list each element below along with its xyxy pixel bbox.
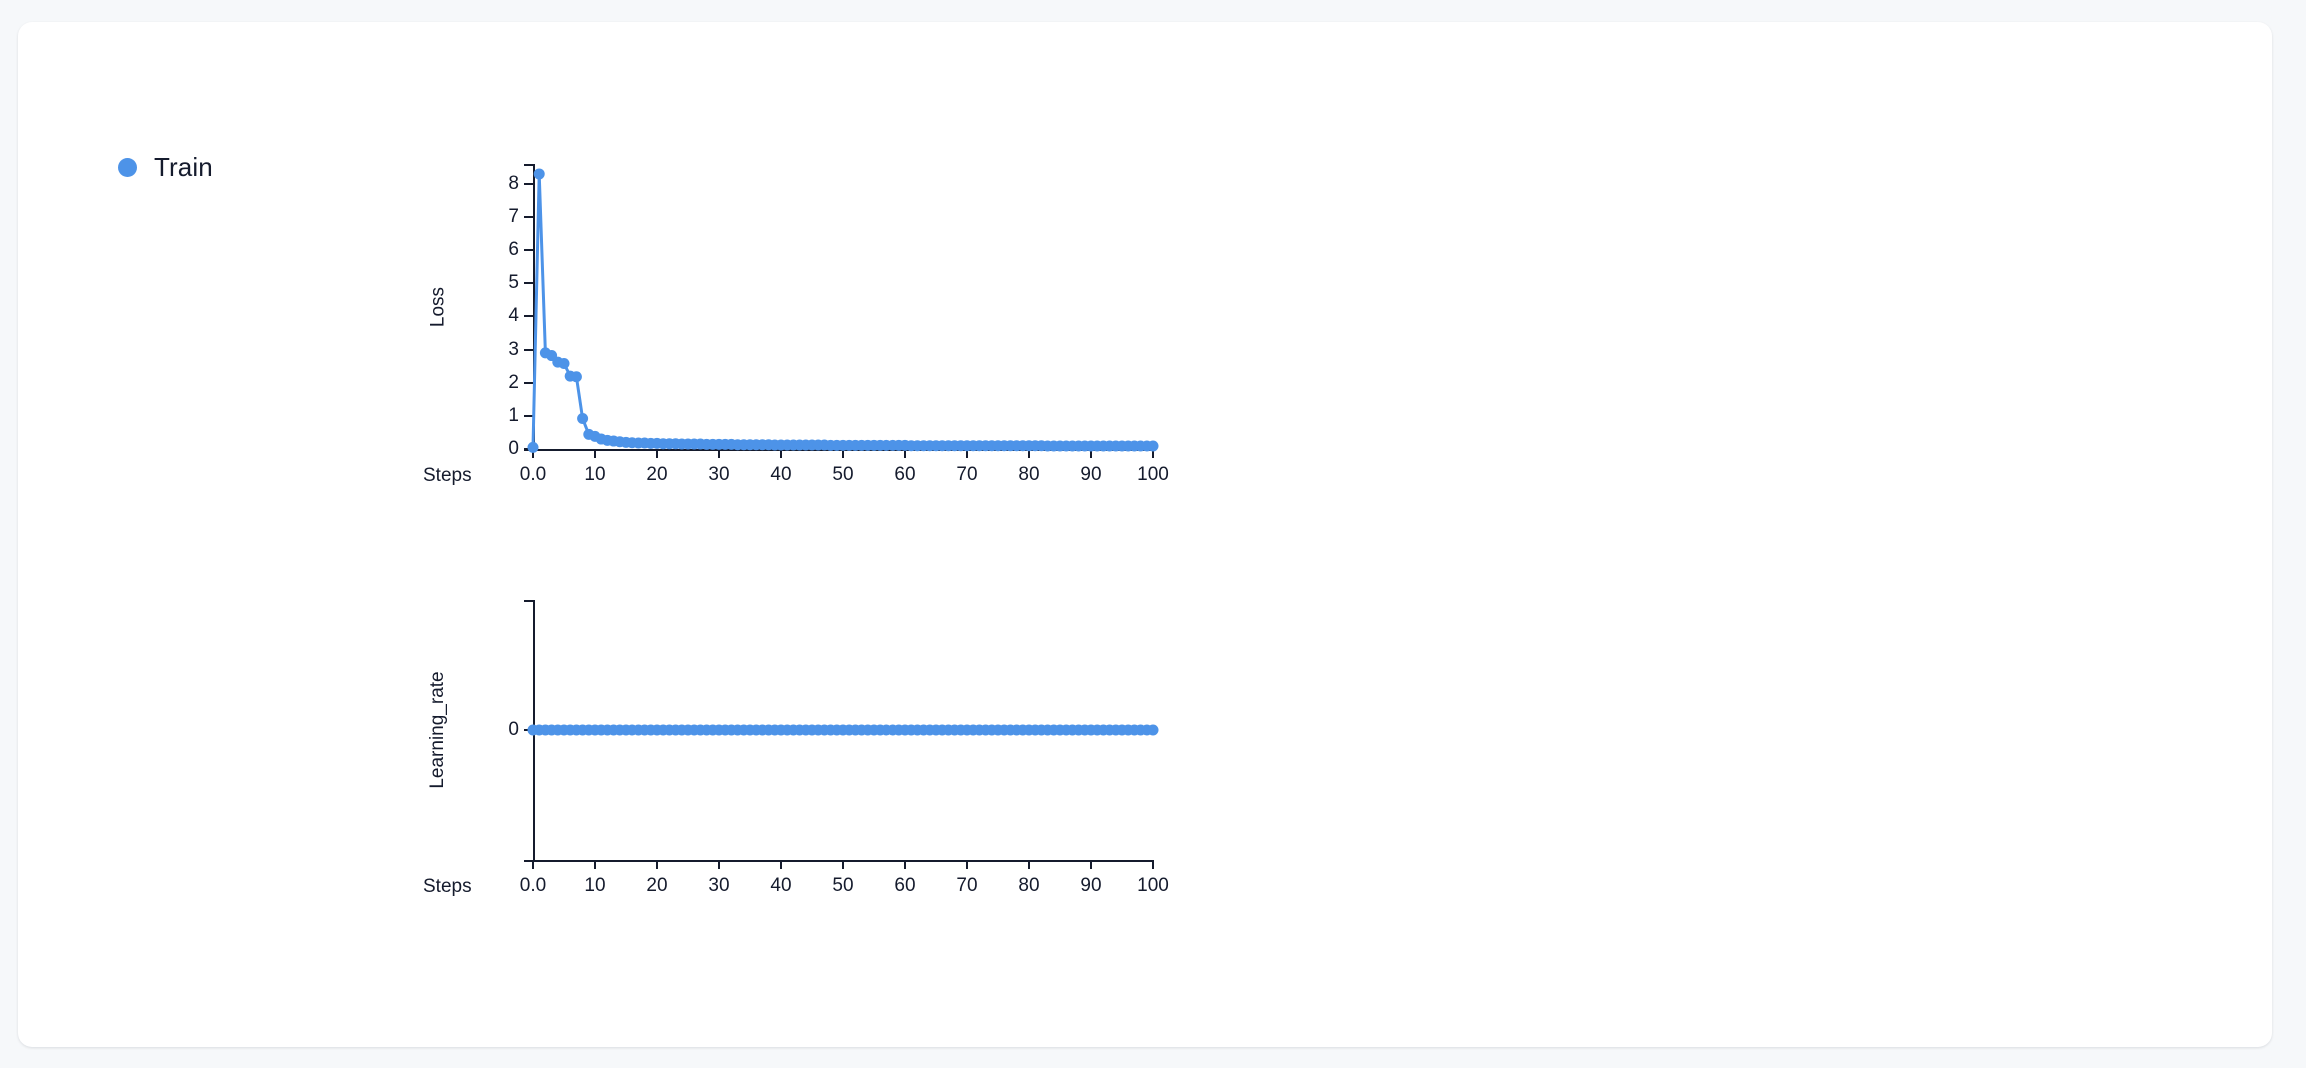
x-axis-tick-label: 50	[832, 464, 854, 485]
x-axis-tick	[718, 860, 720, 869]
x-axis-tick-label: 90	[1080, 464, 1102, 485]
learning-rate-plot-panel: 0 0.0 10 20 30 40 50 60 70 80 90 100 Learning_rate St…	[398, 582, 1298, 902]
x-axis-title: Steps	[423, 876, 472, 897]
y-axis-tick-label: 0	[508, 438, 519, 459]
x-axis-tick-label: 20	[646, 464, 668, 485]
legend-item-label[interactable]: Train	[154, 152, 213, 182]
x-axis-tick	[594, 860, 596, 869]
series-canvas	[527, 168, 1159, 453]
x-axis-tick	[966, 860, 968, 869]
y-axis-tick-label: 4	[508, 305, 519, 327]
y-axis-cap	[524, 860, 535, 862]
y-axis-cap	[524, 164, 535, 166]
x-axis-tick	[780, 449, 782, 458]
x-axis-tick-label: 100	[1137, 464, 1169, 485]
data-point-marker[interactable]	[527, 441, 539, 453]
x-axis-tick-label: 0.0	[519, 464, 547, 485]
data-point-marker[interactable]	[1147, 724, 1159, 736]
x-axis-tick	[1028, 449, 1030, 458]
x-axis-tick-label: 20	[646, 875, 668, 896]
x-axis-tick-label: 10	[584, 875, 606, 896]
y-axis-spine	[533, 164, 535, 449]
x-axis-tick-label: 90	[1080, 875, 1102, 896]
series-markers	[527, 724, 1159, 736]
x-axis-tick-label: 70	[956, 464, 978, 485]
data-point-marker[interactable]	[533, 168, 545, 180]
legend-marker-icon	[118, 157, 137, 177]
y-axis-tick	[524, 249, 533, 252]
y-axis-tick-label: 6	[508, 239, 519, 261]
y-axis-tick-label: 2	[508, 371, 519, 393]
x-axis-tick	[1090, 449, 1092, 458]
x-axis-tick-label: 80	[1018, 875, 1040, 896]
x-axis-tick	[966, 449, 968, 458]
x-axis-tick	[532, 449, 534, 458]
x-axis-tick-label: 40	[770, 875, 792, 896]
y-axis-tick	[524, 182, 533, 185]
data-point-marker[interactable]	[558, 358, 570, 369]
x-axis-tick-label: 40	[770, 464, 792, 485]
y-axis-tick	[524, 414, 533, 417]
series-markers	[527, 168, 1159, 453]
y-axis-tick-label: 1	[508, 404, 519, 426]
x-axis-tick	[532, 860, 534, 869]
y-axis-tick-label: 5	[508, 272, 519, 294]
series-line	[531, 172, 1155, 449]
x-axis-tick	[656, 860, 658, 869]
x-axis-tick	[594, 449, 596, 458]
x-axis-tick	[780, 860, 782, 869]
y-axis-tick-label: 8	[508, 172, 519, 194]
data-point-marker[interactable]	[570, 371, 582, 383]
x-axis-tick-label: 70	[956, 875, 978, 896]
x-axis-tick	[718, 449, 720, 458]
data-point-marker[interactable]	[577, 413, 589, 425]
y-axis-tick	[524, 216, 533, 219]
x-axis-tick-label: 60	[894, 875, 916, 896]
x-axis-tick-label: 80	[1018, 464, 1040, 485]
x-axis-tick	[1152, 449, 1154, 458]
chart-card: Train 0 1 2 3 4 5 6 7 8 0.0 10 20 30 40 50 60 70 80 90 100 L…	[18, 22, 2272, 1047]
x-axis-tick	[656, 449, 658, 458]
y-axis-tick-label: 7	[508, 206, 519, 228]
loss-plot-panel: 0 1 2 3 4 5 6 7 8 0.0 10 20 30 40 50 60 70 80 90 100 Loss Ste…	[398, 152, 1298, 486]
y-axis-tick	[524, 381, 533, 384]
series-canvas	[527, 724, 1159, 736]
y-axis-tick	[524, 282, 533, 285]
x-axis-tick	[904, 449, 906, 458]
x-axis-tick	[1028, 860, 1030, 869]
y-axis-tick	[524, 348, 533, 351]
x-axis-tick-label: 60	[894, 464, 916, 485]
x-axis-tick	[1152, 860, 1154, 869]
x-axis-tick	[842, 860, 844, 869]
y-axis-cap	[524, 600, 535, 602]
x-axis-tick-label: 30	[708, 464, 730, 485]
y-axis-tick-label: 3	[508, 338, 519, 360]
x-axis-tick-label: 50	[832, 875, 854, 896]
x-axis-tick	[904, 860, 906, 869]
x-axis-tick-label: 0.0	[519, 875, 547, 896]
data-point-marker[interactable]	[1147, 440, 1159, 452]
x-axis-tick-label: 30	[708, 875, 730, 896]
x-axis-tick	[842, 449, 844, 458]
x-axis-tick	[1090, 860, 1092, 869]
x-axis-title: Steps	[423, 465, 472, 486]
y-axis-tick	[524, 315, 533, 318]
y-axis-tick-label: 0	[508, 719, 519, 740]
x-axis-tick-label: 10	[584, 464, 606, 485]
x-axis-tick-label: 100	[1137, 875, 1169, 896]
chart-legend: Train	[118, 150, 213, 184]
